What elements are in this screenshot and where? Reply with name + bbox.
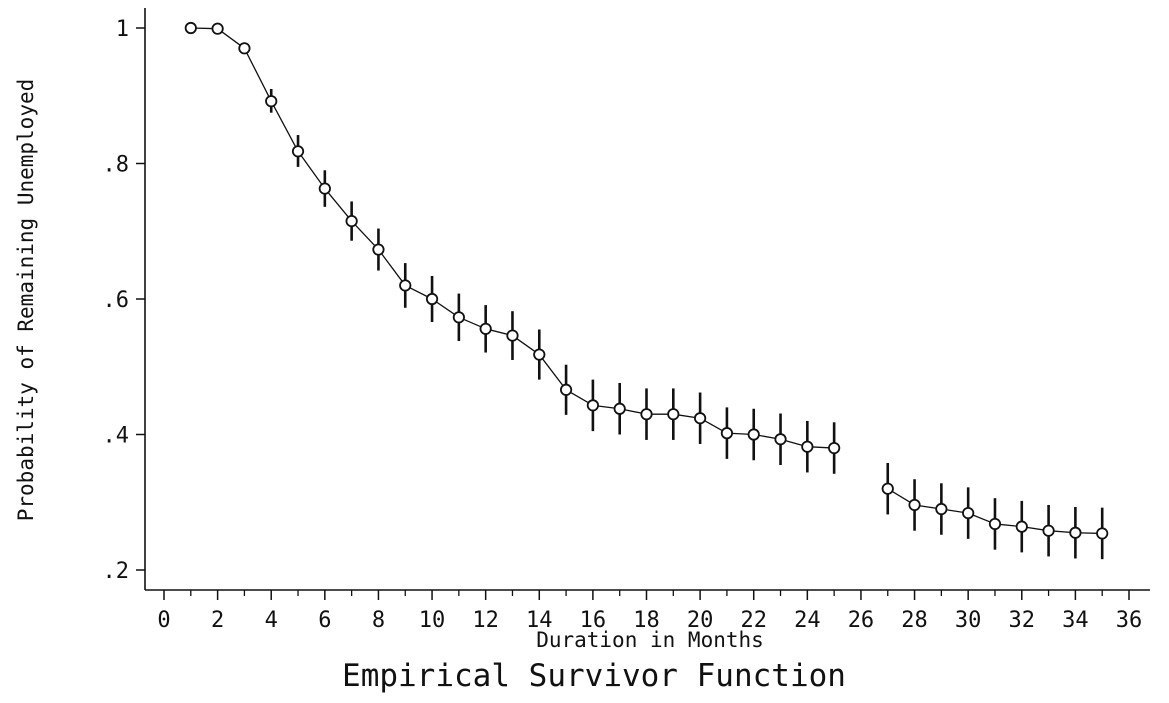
data-point bbox=[318, 182, 331, 195]
x-axis-title: Duration in Months bbox=[536, 628, 764, 652]
data-point bbox=[962, 506, 975, 520]
data-point bbox=[533, 348, 546, 361]
axes-layer: .2.4.6.810 2 4 6 8 10 12 14 16 18 20 22 24 26 28 30 32 34… bbox=[103, 8, 1150, 633]
x-tick-label: 14 bbox=[526, 608, 553, 633]
data-point bbox=[559, 383, 573, 396]
x-tick-label: 2 bbox=[211, 608, 224, 633]
line-segment bbox=[270, 100, 299, 152]
data-point bbox=[479, 322, 492, 335]
data-point bbox=[211, 22, 224, 35]
chart-title: Empirical Survivor Function bbox=[342, 658, 846, 694]
line-segment bbox=[538, 354, 567, 391]
data-point bbox=[988, 517, 1002, 531]
x-tick-label: 28 bbox=[901, 608, 928, 633]
line-segment bbox=[324, 188, 353, 222]
data-point bbox=[1015, 520, 1028, 533]
data-point bbox=[184, 21, 197, 35]
y-axis-title: Probability of Remaining Unemployed bbox=[14, 79, 38, 522]
line-segment bbox=[297, 150, 326, 189]
y-tick-label: .2 bbox=[103, 559, 130, 584]
y-tick-label: .8 bbox=[103, 153, 130, 178]
data-point bbox=[881, 482, 894, 495]
data-point bbox=[667, 408, 680, 421]
x-tick-label: 36 bbox=[1116, 608, 1143, 633]
y-tick-label: .4 bbox=[103, 424, 130, 449]
x-tick-label: 16 bbox=[580, 608, 607, 633]
data-point bbox=[720, 427, 734, 440]
data-point bbox=[238, 42, 251, 55]
data-point bbox=[372, 243, 385, 256]
data-point bbox=[1042, 524, 1055, 537]
series-markers bbox=[184, 21, 1109, 540]
data-point bbox=[694, 412, 707, 425]
x-tick-label: 22 bbox=[740, 608, 767, 633]
x-tick-label: 12 bbox=[472, 608, 499, 633]
x-tick-label: 10 bbox=[419, 608, 446, 633]
x-tick-label: 32 bbox=[1009, 608, 1036, 633]
x-tick-label: 8 bbox=[372, 608, 385, 633]
x-tick-label: 0 bbox=[157, 608, 170, 633]
data-point bbox=[640, 408, 653, 421]
data-point bbox=[747, 428, 760, 441]
x-tick-label: 26 bbox=[848, 608, 875, 633]
line-segment bbox=[377, 249, 406, 286]
data-point bbox=[345, 214, 358, 228]
x-tick-label: 34 bbox=[1062, 608, 1089, 633]
data-point bbox=[452, 311, 465, 324]
x-tick-label: 30 bbox=[955, 608, 982, 633]
data-point bbox=[425, 292, 439, 306]
data-point bbox=[801, 440, 814, 453]
x-tick-label: 6 bbox=[318, 608, 331, 633]
line-segment bbox=[243, 48, 272, 102]
x-tick-label: 18 bbox=[633, 608, 660, 633]
line-segment bbox=[351, 220, 379, 250]
data-point bbox=[506, 329, 519, 342]
data-point bbox=[908, 498, 921, 512]
data-point bbox=[291, 145, 305, 158]
data-point bbox=[828, 441, 841, 455]
data-point bbox=[399, 279, 412, 292]
x-tick-label: 24 bbox=[794, 608, 821, 633]
y-tick-label: .6 bbox=[103, 288, 130, 313]
series-line bbox=[190, 27, 1103, 535]
data-point bbox=[935, 502, 948, 516]
data-point bbox=[586, 399, 599, 412]
data-point bbox=[774, 433, 787, 446]
x-tick-label: 4 bbox=[265, 608, 278, 633]
y-tick-label: 1 bbox=[116, 17, 129, 42]
data-point bbox=[1069, 526, 1082, 539]
data-point bbox=[1096, 527, 1109, 540]
data-point bbox=[265, 95, 278, 108]
x-tick-label: 20 bbox=[687, 608, 714, 633]
error-bars bbox=[243, 42, 1104, 560]
data-point bbox=[613, 402, 626, 415]
